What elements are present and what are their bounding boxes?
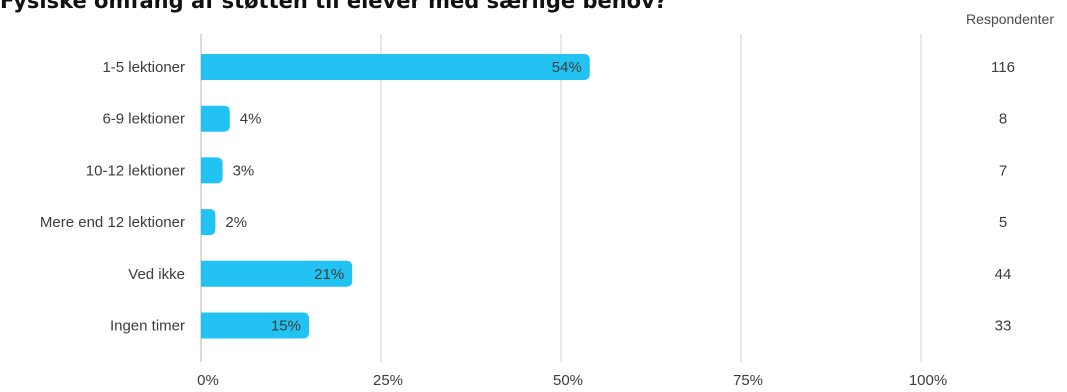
respondents-header: Respondenter xyxy=(966,11,1054,27)
data-label: 2% xyxy=(225,214,247,231)
data-label: 15% xyxy=(271,318,301,335)
chart-title: Fysiske omfang af støtten til elever med… xyxy=(0,0,667,13)
bar xyxy=(201,312,309,339)
data-label: 3% xyxy=(233,162,255,179)
category-label: Ved ikke xyxy=(128,266,185,283)
data-label: 21% xyxy=(314,266,344,283)
category-label: Mere end 12 lektioner xyxy=(40,214,185,231)
category-label: 1-5 lektioner xyxy=(102,59,185,76)
bar xyxy=(201,54,590,80)
respondent-count: 8 xyxy=(999,111,1007,128)
bar xyxy=(201,157,223,184)
category-label: Ingen timer xyxy=(110,318,185,335)
x-tick-label: 25% xyxy=(373,372,403,389)
x-tick-label: 75% xyxy=(733,372,763,389)
category-label: 10-12 lektioner xyxy=(86,162,185,179)
respondent-count: 116 xyxy=(991,59,1015,76)
respondent-count: 7 xyxy=(999,162,1007,179)
data-label: 4% xyxy=(240,111,262,128)
respondent-count: 44 xyxy=(995,266,1012,283)
category-label: 6-9 lektioner xyxy=(102,111,185,128)
x-tick-label: 100% xyxy=(909,372,947,389)
bar xyxy=(201,260,353,287)
x-tick-label: 50% xyxy=(553,372,583,389)
data-label: 54% xyxy=(552,59,582,76)
respondent-count: 5 xyxy=(999,214,1007,231)
bar xyxy=(201,209,216,236)
respondent-count: 33 xyxy=(995,318,1012,335)
bar xyxy=(201,105,230,132)
x-tick-label: 0% xyxy=(197,372,219,389)
